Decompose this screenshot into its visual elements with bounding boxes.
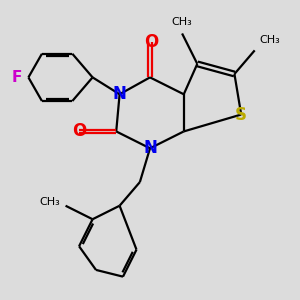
Text: CH₃: CH₃ [172, 17, 193, 27]
Text: F: F [11, 70, 22, 85]
Text: CH₃: CH₃ [260, 35, 280, 45]
Text: N: N [113, 85, 127, 103]
Text: O: O [145, 33, 159, 51]
Text: N: N [143, 139, 157, 157]
Text: O: O [72, 122, 86, 140]
Text: CH₃: CH₃ [40, 197, 61, 207]
Text: S: S [235, 106, 247, 124]
